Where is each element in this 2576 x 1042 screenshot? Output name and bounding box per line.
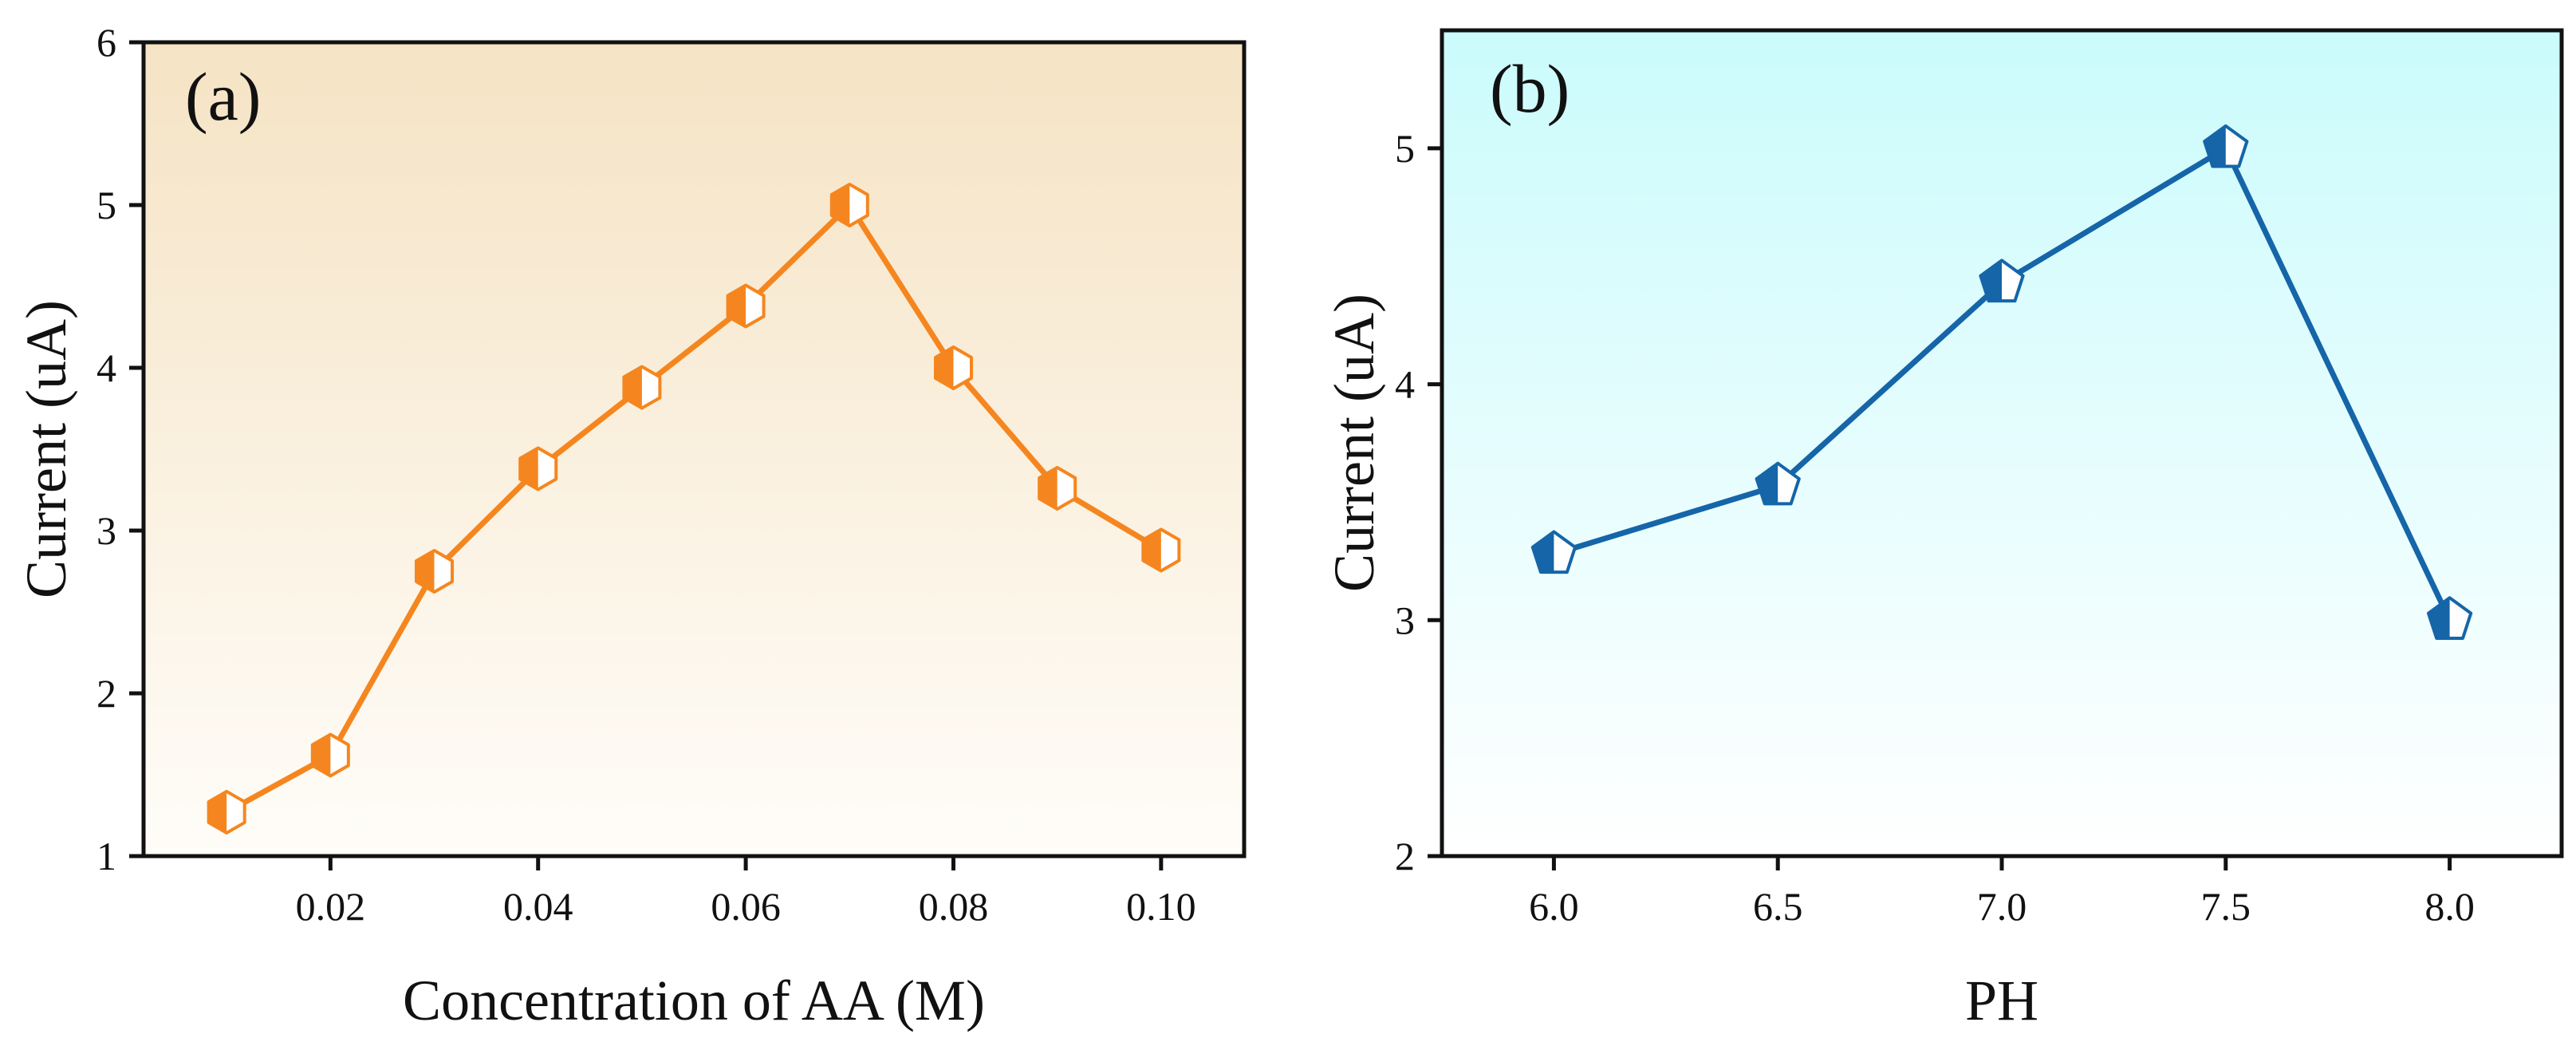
- data-point-a: [1141, 527, 1181, 573]
- plot-area-b: [1442, 30, 2562, 856]
- data-point-b: [1755, 461, 1801, 506]
- y-tick-label-b: 3: [1395, 598, 1415, 642]
- y-tick-label-a: 5: [97, 183, 116, 227]
- data-point-a: [207, 789, 246, 835]
- series-line-a: [223, 202, 1164, 815]
- panel-b: 6.0 6.5 7.0 7.5 8.0 2 3 4 5 (b) PH Current (uA): [1322, 28, 2564, 1032]
- y-tick-label-b: 2: [1395, 834, 1415, 878]
- data-point-b: [1530, 530, 1578, 574]
- y-axis-title-a: Current (uA): [14, 300, 78, 598]
- data-point-a: [1038, 465, 1077, 511]
- x-tick-label-a: 0.08: [919, 884, 989, 929]
- x-tick-label-b: 7.5: [2201, 884, 2251, 929]
- data-point-a: [829, 183, 869, 227]
- plot-area-a: [144, 42, 1244, 856]
- ticks-b: 6.0 6.5 7.0 7.5 8.0 2 3 4 5: [1395, 126, 2475, 929]
- marks-a: [207, 183, 1181, 835]
- x-tick-label-b: 6.5: [1753, 884, 1803, 929]
- data-point-a: [310, 732, 350, 778]
- x-tick-label-b: 7.0: [1977, 884, 2027, 929]
- axes-frame-a: [141, 40, 1247, 858]
- x-tick-label-b: 8.0: [2424, 884, 2475, 929]
- data-point-b: [1979, 259, 2025, 303]
- data-point-a: [518, 446, 558, 491]
- panel-a: 0.02 0.04 0.06 0.08 0.10 1 2 3 4 5 6 (a) Concentra…: [14, 20, 1247, 1032]
- y-tick-label-a: 4: [97, 345, 116, 390]
- y-tick-label-b: 4: [1395, 362, 1415, 407]
- marks-b: [1530, 124, 2473, 640]
- y-tick-label-a: 2: [97, 671, 116, 716]
- data-point-b: [2203, 124, 2249, 168]
- x-tick-label-a: 0.02: [296, 884, 366, 929]
- data-point-b: [2426, 596, 2473, 640]
- y-tick-label-a: 3: [97, 508, 116, 553]
- x-tick-label-a: 0.10: [1126, 884, 1196, 929]
- x-axis-title-b: PH: [1965, 969, 2038, 1032]
- y-tick-label-a: 1: [97, 834, 116, 878]
- x-axis-title-a: Concentration of AA (M): [403, 969, 985, 1032]
- y-tick-label-b: 5: [1395, 126, 1415, 171]
- ticks-a: 0.02 0.04 0.06 0.08 0.10 1 2 3 4 5 6: [97, 20, 1196, 929]
- y-axis-title-b: Current (uA): [1322, 294, 1386, 592]
- x-tick-label-b: 6.0: [1529, 884, 1579, 929]
- y-tick-label-a: 6: [97, 20, 116, 65]
- x-tick-label-a: 0.04: [503, 884, 573, 929]
- x-tick-label-a: 0.06: [711, 884, 781, 929]
- data-point-a: [726, 283, 766, 329]
- data-point-a: [415, 549, 455, 594]
- data-point-a: [622, 365, 662, 410]
- data-point-a: [933, 345, 973, 390]
- panel-label-b: (b): [1490, 50, 1570, 127]
- panel-label-a: (a): [185, 58, 261, 135]
